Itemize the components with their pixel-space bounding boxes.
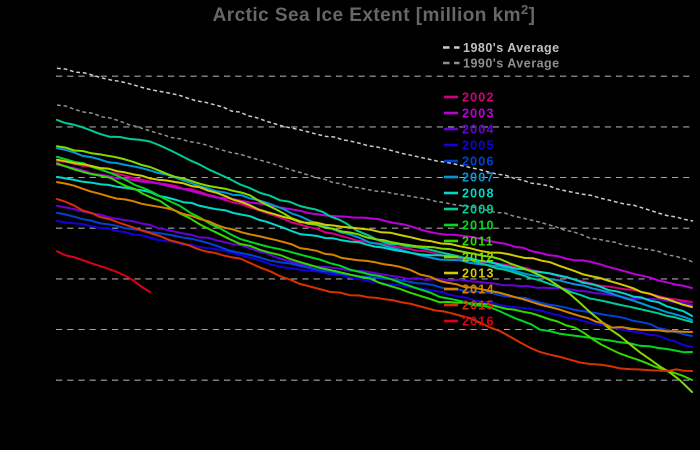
svg-text:1980's Average: 1980's Average xyxy=(463,41,560,55)
svg-text:2012: 2012 xyxy=(462,251,495,265)
svg-text:2010: 2010 xyxy=(462,219,495,233)
svg-text:Arctic Sea Ice Extent [million: Arctic Sea Ice Extent [million km2] xyxy=(213,2,536,26)
svg-text:2002: 2002 xyxy=(462,91,495,105)
svg-text:2006: 2006 xyxy=(462,155,495,169)
svg-text:2009: 2009 xyxy=(462,203,495,217)
svg-text:2003: 2003 xyxy=(462,107,495,121)
svg-text:2007: 2007 xyxy=(462,171,495,185)
svg-text:2013: 2013 xyxy=(462,267,495,281)
svg-text:1990's Average: 1990's Average xyxy=(463,57,560,71)
svg-text:2008: 2008 xyxy=(462,187,495,201)
svg-text:2016: 2016 xyxy=(462,315,495,329)
svg-text:2005: 2005 xyxy=(462,139,495,153)
svg-text:2014: 2014 xyxy=(462,283,495,297)
svg-text:2004: 2004 xyxy=(462,123,495,137)
svg-text:2015: 2015 xyxy=(462,299,495,313)
svg-text:2011: 2011 xyxy=(462,235,494,249)
